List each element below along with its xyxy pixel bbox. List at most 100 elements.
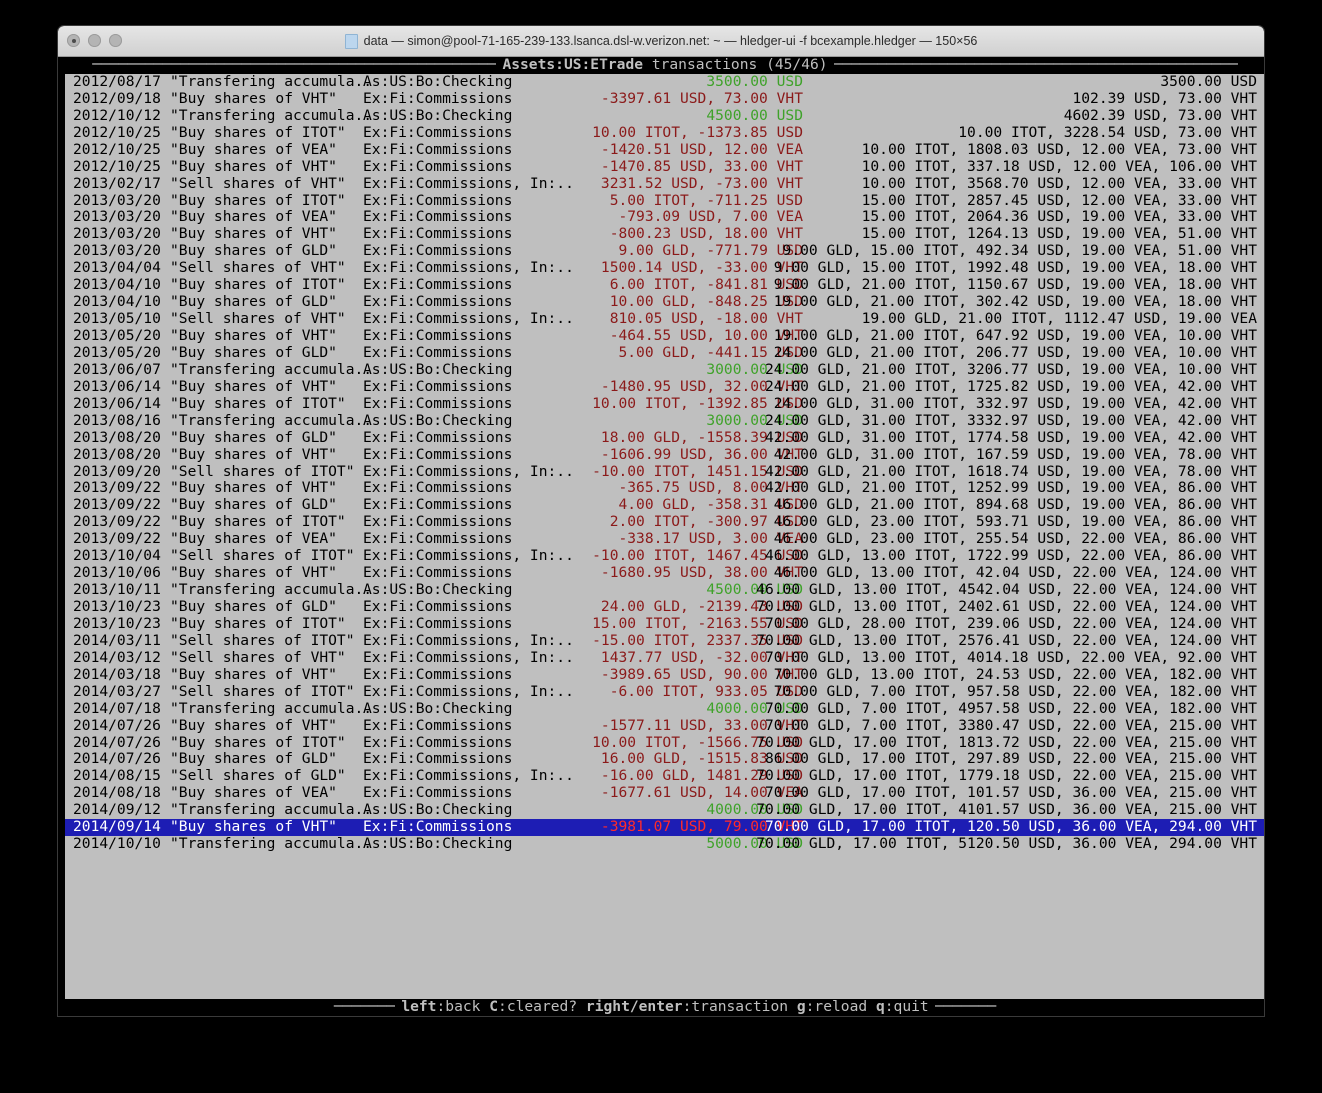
table-row[interactable]: 2014/07/26 "Buy shares of VHT" Ex:Fi:Commi… (65, 717, 1264, 735)
footer-keybindings[interactable]: left:back C:cleared? right/enter:transac… (395, 999, 934, 1016)
transaction-description: "Sell shares of VHT" (170, 259, 346, 277)
table-row[interactable]: 2014/09/14 "Buy shares of VHT" Ex:Fi:Commi… (65, 818, 1264, 837)
transaction-change-amount: -1680.95 USD, 38.00 VHT (600, 564, 803, 582)
footer-action: back (445, 999, 481, 1015)
table-row[interactable]: 2013/04/10 "Buy shares of GLD" Ex:Fi:Commi… (65, 293, 1264, 311)
footer-keybinding[interactable]: g:reload (797, 999, 867, 1015)
table-row[interactable]: 2012/10/25 "Buy shares of VHT" Ex:Fi:Commi… (65, 157, 1264, 176)
transaction-account: Ex:Fi:Commissions (363, 733, 513, 751)
transaction-account: Ex:Fi:Commissions, In:.. (363, 174, 574, 192)
footer-keybinding[interactable]: left:back (401, 999, 480, 1015)
table-row[interactable]: 2012/10/12 "Transfering accumula.. As:US:B… (65, 106, 1264, 125)
table-row[interactable]: 2013/06/07 "Transfering accumula.. As:US:B… (65, 361, 1264, 379)
table-row[interactable]: 2013/08/20 "Buy shares of GLD" Ex:Fi:Commi… (65, 428, 1264, 447)
table-row[interactable]: 2013/09/22 "Buy shares of ITOT" Ex:Fi:Comm… (65, 513, 1264, 531)
table-row[interactable]: 2013/08/16 "Transfering accumula.. As:US:B… (65, 411, 1264, 430)
transaction-description: "Buy shares of ITOT" (170, 123, 346, 141)
transaction-balance-amount: 42.00 GLD, 21.00 ITOT, 1618.74 USD, 19.0… (764, 462, 1257, 480)
table-row[interactable]: 2014/03/18 "Buy shares of VHT" Ex:Fi:Commi… (65, 666, 1264, 684)
table-row[interactable]: 2013/10/04 "Sell shares of ITOT" Ex:Fi:Com… (65, 547, 1264, 565)
table-row[interactable]: 2013/03/20 "Buy shares of VHT" Ex:Fi:Commi… (65, 225, 1264, 243)
transaction-description: "Transfering accumula.. (170, 801, 373, 819)
transaction-description: "Buy shares of VEA" (170, 530, 337, 548)
transaction-change-amount: 24.00 GLD, -2139.43 USD (600, 598, 803, 615)
header-account: Assets:US:ETrade (502, 57, 644, 73)
footer-keybinding[interactable]: q:quit (876, 999, 929, 1015)
table-row[interactable]: 2013/04/04 "Sell shares of VHT" Ex:Fi:Comm… (65, 259, 1264, 277)
table-row[interactable]: 2013/06/14 "Buy shares of ITOT" Ex:Fi:Comm… (65, 394, 1264, 413)
transaction-account: As:US:Bo:Checking (363, 801, 513, 819)
footer-separator (577, 999, 586, 1015)
table-row[interactable]: 2014/03/11 "Sell shares of ITOT" Ex:Fi:Com… (65, 632, 1264, 650)
table-row[interactable]: 2014/07/18 "Transfering accumula.. As:US:B… (65, 699, 1264, 718)
table-row[interactable]: 2014/08/15 "Sell shares of GLD" Ex:Fi:Comm… (65, 767, 1264, 785)
table-row[interactable]: 2013/05/20 "Buy shares of GLD" Ex:Fi:Commi… (65, 344, 1264, 362)
terminal-body[interactable]: ────────────────────────────────────────… (58, 57, 1264, 1016)
transaction-change-amount: 10.00 ITOT, -1373.85 USD (592, 123, 803, 141)
table-row[interactable]: 2013/05/10 "Sell shares of VHT" Ex:Fi:Comm… (65, 310, 1264, 328)
transaction-account: As:US:Bo:Checking (363, 106, 513, 124)
table-row[interactable]: 2012/09/18 "Buy shares of VHT" Ex:Fi:Commi… (65, 89, 1264, 108)
table-row[interactable]: 2013/04/10 "Buy shares of ITOT" Ex:Fi:Comm… (65, 276, 1264, 294)
table-row[interactable]: 2014/03/12 "Sell shares of VHT" Ex:Fi:Comm… (65, 649, 1264, 667)
transaction-description: "Sell shares of ITOT" (170, 682, 355, 700)
terminal-window[interactable]: data — simon@pool-71-165-239-133.lsanca.… (58, 26, 1264, 1016)
table-row[interactable]: 2013/10/06 "Buy shares of VHT" Ex:Fi:Commi… (65, 564, 1264, 582)
table-row[interactable]: 2013/02/17 "Sell shares of VHT" Ex:Fi:Comm… (65, 174, 1264, 193)
table-row[interactable]: 2014/10/10 "Transfering accumula.. As:US:B… (65, 835, 1264, 853)
table-row[interactable]: 2013/09/22 "Buy shares of VHT" Ex:Fi:Commi… (65, 479, 1264, 497)
transaction-balance-amount: 86.00 GLD, 17.00 ITOT, 297.89 USD, 22.00… (764, 750, 1257, 768)
footer-key: right/enter (585, 999, 683, 1015)
transaction-balance-amount: 46.00 GLD, 13.00 ITOT, 4542.04 USD, 22.0… (756, 581, 1257, 599)
transaction-description: "Buy shares of ITOT" (170, 513, 346, 531)
table-row[interactable]: 2013/10/11 "Transfering accumula.. As:US:B… (65, 581, 1264, 599)
close-button[interactable] (67, 34, 80, 47)
table-row[interactable]: 2013/03/20 "Buy shares of VEA" Ex:Fi:Commi… (65, 208, 1264, 226)
table-row[interactable]: 2013/09/22 "Buy shares of GLD" Ex:Fi:Commi… (65, 496, 1264, 514)
transaction-balance-amount: 42.00 GLD, 21.00 ITOT, 1252.99 USD, 19.0… (764, 479, 1257, 497)
transaction-balance-amount: 9.00 GLD, 15.00 ITOT, 492.34 USD, 19.00 … (782, 242, 1257, 260)
table-row[interactable]: 2012/10/25 "Buy shares of VEA" Ex:Fi:Commi… (65, 140, 1264, 159)
table-row[interactable]: 2013/06/14 "Buy shares of VHT" Ex:Fi:Commi… (65, 377, 1264, 396)
transaction-description: "Buy shares of VHT" (170, 89, 337, 107)
table-row[interactable]: 2013/03/20 "Buy shares of ITOT" Ex:Fi:Comm… (65, 192, 1264, 210)
transaction-description: "Buy shares of ITOT" (170, 394, 346, 412)
table-row[interactable]: 2013/05/20 "Buy shares of VHT" Ex:Fi:Commi… (65, 327, 1264, 345)
transaction-description: "Buy shares of GLD" (170, 428, 337, 446)
transaction-date: 2013/10/06 (73, 564, 161, 582)
window-titlebar[interactable]: data — simon@pool-71-165-239-133.lsanca.… (58, 26, 1264, 57)
table-row[interactable]: 2014/03/27 "Sell shares of ITOT" Ex:Fi:Com… (65, 682, 1264, 701)
minimize-button[interactable] (88, 34, 101, 47)
transaction-change-amount: -1470.85 USD, 33.00 VHT (600, 157, 803, 175)
transaction-change-amount: 3000.00 USD (706, 411, 803, 429)
table-row[interactable]: 2013/10/23 "Buy shares of ITOT" Ex:Fi:Comm… (65, 615, 1264, 633)
table-row[interactable]: 2012/10/25 "Buy shares of ITOT" Ex:Fi:Comm… (65, 123, 1264, 142)
window-controls[interactable] (67, 34, 122, 47)
table-row[interactable]: 2013/09/20 "Sell shares of ITOT" Ex:Fi:Com… (65, 462, 1264, 481)
table-row[interactable]: 2014/08/18 "Buy shares of VEA" Ex:Fi:Commi… (65, 784, 1264, 802)
transaction-balance-amount: 70.00 GLD, 17.00 ITOT, 4101.57 USD, 36.0… (756, 801, 1257, 819)
footer-keybinding[interactable]: right/enter:transaction (586, 999, 788, 1015)
table-row[interactable]: 2013/09/22 "Buy shares of VEA" Ex:Fi:Commi… (65, 530, 1264, 548)
transaction-account: Ex:Fi:Commissions (363, 377, 513, 395)
zoom-button[interactable] (109, 34, 122, 47)
table-row[interactable]: 2014/07/26 "Buy shares of GLD" Ex:Fi:Commi… (65, 750, 1264, 768)
table-row[interactable]: 2013/10/23 "Buy shares of GLD" Ex:Fi:Commi… (65, 598, 1264, 616)
footer-dash-right: ─────── (934, 999, 997, 1015)
window-title: data — simon@pool-71-165-239-133.lsanca.… (58, 26, 1264, 56)
table-row[interactable]: 2012/08/17 "Transfering accumula.. As:US:B… (65, 73, 1264, 91)
footer-dash-left: ─────── (333, 999, 396, 1015)
transaction-list[interactable]: 2012/08/17 "Transfering accumula.. As:US:B… (65, 73, 1264, 853)
transaction-balance-amount: 9.00 GLD, 15.00 ITOT, 1992.48 USD, 19.00… (773, 259, 1257, 277)
transaction-account: Ex:Fi:Commissions (363, 140, 513, 158)
transaction-account: Ex:Fi:Commissions (363, 496, 513, 514)
table-row[interactable]: 2014/07/26 "Buy shares of ITOT" Ex:Fi:Comm… (65, 733, 1264, 752)
footer-keybinding[interactable]: C:cleared? (489, 999, 577, 1015)
transaction-date: 2013/10/11 (73, 581, 161, 599)
table-row[interactable]: 2013/08/20 "Buy shares of VHT" Ex:Fi:Commi… (65, 446, 1264, 464)
footer-key-separator: : (498, 999, 507, 1015)
table-row[interactable]: 2014/09/12 "Transfering accumula.. As:US:B… (65, 801, 1264, 819)
terminal-screen[interactable]: ────────────────────────────────────────… (65, 57, 1264, 1016)
table-row[interactable]: 2013/03/20 "Buy shares of GLD" Ex:Fi:Commi… (65, 242, 1264, 260)
transaction-balance-amount: 70.00 GLD, 7.00 ITOT, 4957.58 USD, 22.00… (764, 699, 1257, 717)
